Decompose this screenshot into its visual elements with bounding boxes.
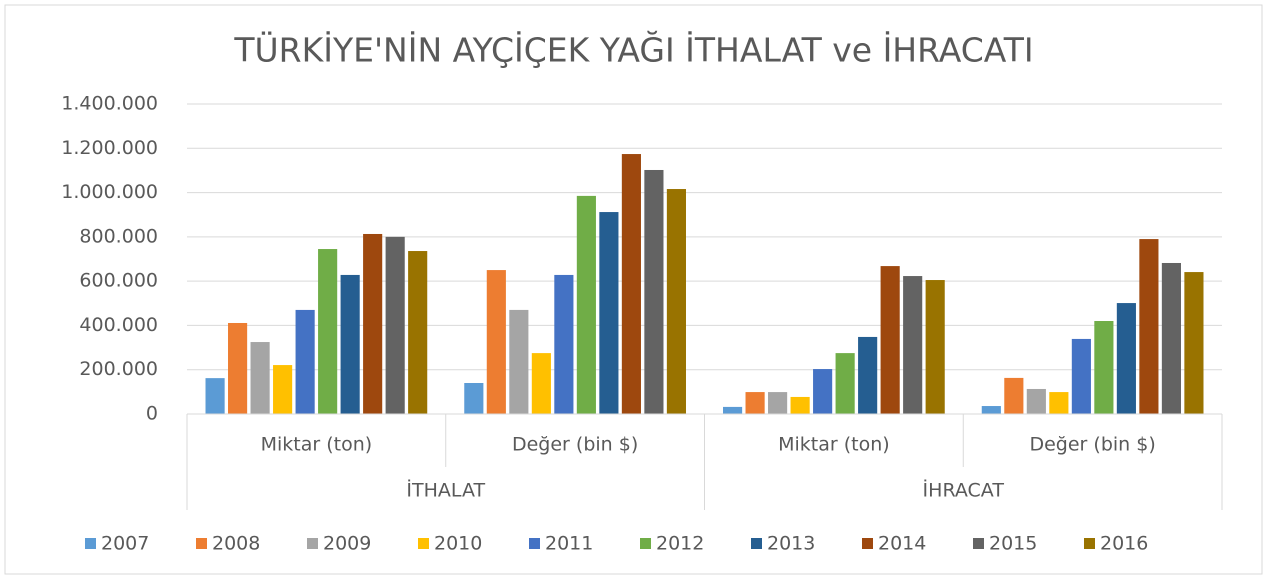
y-tick-label: 1.200.000 <box>61 137 158 159</box>
bar <box>599 212 619 414</box>
legend-label: 2015 <box>989 533 1037 555</box>
y-tick-label: 0 <box>146 403 158 425</box>
legend-label: 2016 <box>1100 533 1148 555</box>
bar <box>408 251 428 414</box>
legend-swatch <box>418 538 429 549</box>
bar <box>1161 262 1181 414</box>
bar <box>385 236 405 414</box>
x-tick-label: Değer (bin $) <box>1029 434 1155 456</box>
bar <box>1139 239 1159 414</box>
legend-label: 2007 <box>101 533 149 555</box>
bar <box>1004 377 1024 414</box>
bar <box>554 274 574 414</box>
bar <box>464 383 484 414</box>
bar <box>486 270 506 414</box>
legend-label: 2011 <box>545 533 593 555</box>
bar <box>813 369 833 414</box>
bar <box>228 322 248 414</box>
bar <box>925 280 945 414</box>
chart-title: TÜRKİYE'NİN AYÇİÇEK YAĞI İTHALAT ve İHRA… <box>233 30 1033 70</box>
legend-swatch <box>751 538 762 549</box>
bar <box>880 266 900 414</box>
bar <box>1116 303 1136 414</box>
bar <box>768 392 788 414</box>
bar <box>1184 272 1204 414</box>
legend-label: 2010 <box>434 533 482 555</box>
bar <box>576 195 596 414</box>
bar <box>363 233 383 414</box>
bar <box>858 336 878 414</box>
legend-swatch <box>973 538 984 549</box>
legend-swatch <box>640 538 651 549</box>
legend-label: 2014 <box>878 533 926 555</box>
bar <box>318 249 338 414</box>
legend-label: 2009 <box>323 533 371 555</box>
bar <box>621 154 641 415</box>
bar <box>1049 392 1069 414</box>
legend-swatch <box>307 538 318 549</box>
bar <box>273 365 293 414</box>
y-tick-label: 1.000.000 <box>61 181 158 203</box>
bar <box>340 274 360 414</box>
y-tick-label: 200.000 <box>79 358 158 380</box>
bar <box>205 378 225 414</box>
y-tick-label: 1.400.000 <box>61 93 158 115</box>
y-tick-label: 600.000 <box>79 270 158 292</box>
legend-swatch <box>196 538 207 549</box>
legend-label: 2013 <box>767 533 815 555</box>
x-tick-label: Miktar (ton) <box>261 434 373 456</box>
legend-swatch <box>1084 538 1095 549</box>
bar <box>644 169 664 414</box>
bar <box>1071 338 1091 414</box>
bar <box>790 396 810 414</box>
bar <box>509 309 529 414</box>
legend-swatch <box>529 538 540 549</box>
bar <box>250 342 270 414</box>
x-tick-label: Miktar (ton) <box>778 434 890 456</box>
legend-swatch <box>862 538 873 549</box>
bar <box>745 392 765 414</box>
group-label: İHRACAT <box>923 479 1005 502</box>
bar <box>1026 388 1046 414</box>
legend-label: 2008 <box>212 533 260 555</box>
bar <box>981 406 1001 414</box>
bar <box>666 189 686 414</box>
bar <box>1094 321 1114 414</box>
bar <box>903 276 923 414</box>
bar <box>835 353 855 414</box>
legend-label: 2012 <box>656 533 704 555</box>
y-tick-label: 400.000 <box>79 314 158 336</box>
bar <box>531 353 551 414</box>
bar <box>723 406 743 414</box>
y-tick-label: 800.000 <box>79 225 158 247</box>
x-tick-label: Değer (bin $) <box>512 434 638 456</box>
bar <box>295 309 315 414</box>
group-label: İTHALAT <box>406 479 485 502</box>
legend-swatch <box>85 538 96 549</box>
